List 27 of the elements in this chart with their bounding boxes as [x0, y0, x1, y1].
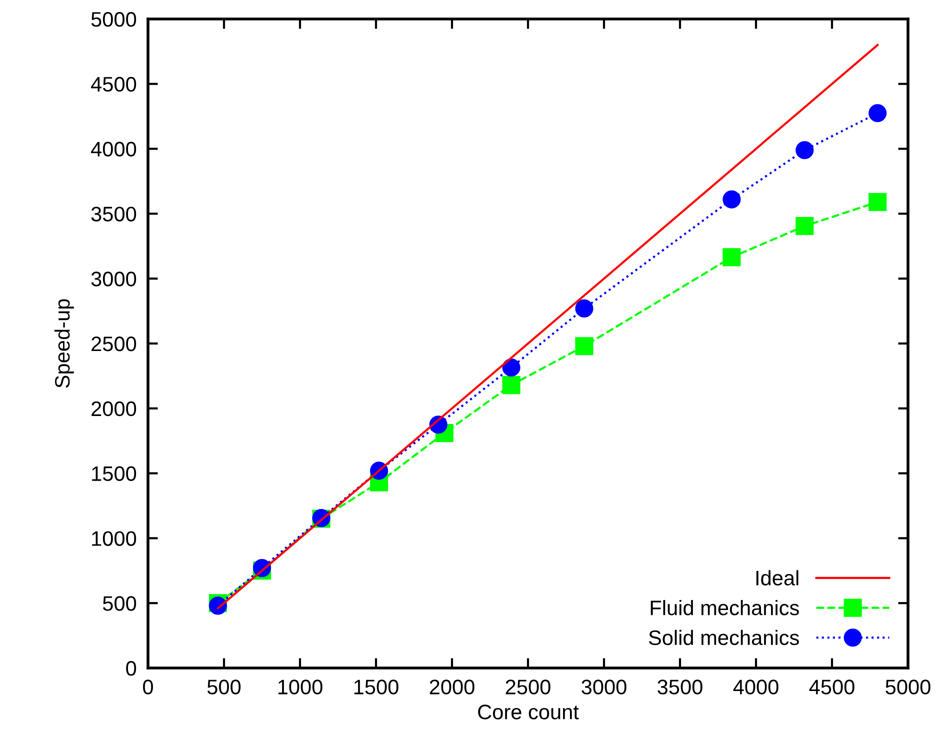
- x-tick-label: 0: [143, 680, 153, 694]
- legend-label: Fluid mechanics: [650, 600, 799, 616]
- x-tick-label: 4500: [809, 680, 854, 694]
- y-tick-label: 2000: [92, 401, 136, 416]
- legend-label: Ideal: [756, 570, 798, 586]
- y-tick-label: 500: [102, 596, 136, 611]
- x-tick-label: 5000: [886, 680, 930, 694]
- y-tick-label: 4500: [91, 76, 136, 92]
- y-tick-label: 5000: [91, 12, 136, 27]
- x-tick-label: 4000: [733, 680, 778, 694]
- x-axis-title: Core count: [478, 704, 579, 720]
- x-tick-label: 500: [207, 680, 241, 694]
- y-tick-label: 4000: [91, 142, 136, 157]
- x-tick-label: 3500: [658, 680, 702, 694]
- y-tick-label: 1000: [92, 531, 136, 546]
- x-tick-label: 1500: [354, 680, 398, 694]
- y-tick-label: 2500: [92, 336, 136, 352]
- y-tick-label: 1500: [92, 466, 136, 482]
- y-tick-label: 3000: [91, 272, 136, 286]
- x-tick-label: 1000: [278, 680, 322, 694]
- legend-label: Solid mechanics: [648, 630, 799, 646]
- y-axis-title: Speed-up: [54, 299, 74, 388]
- y-tick-label: 0: [126, 661, 136, 676]
- x-tick-label: 3000: [582, 680, 626, 694]
- x-tick-label: 2500: [506, 680, 550, 694]
- y-tick-label: 3500: [91, 206, 136, 222]
- x-tick-label: 2000: [430, 680, 474, 694]
